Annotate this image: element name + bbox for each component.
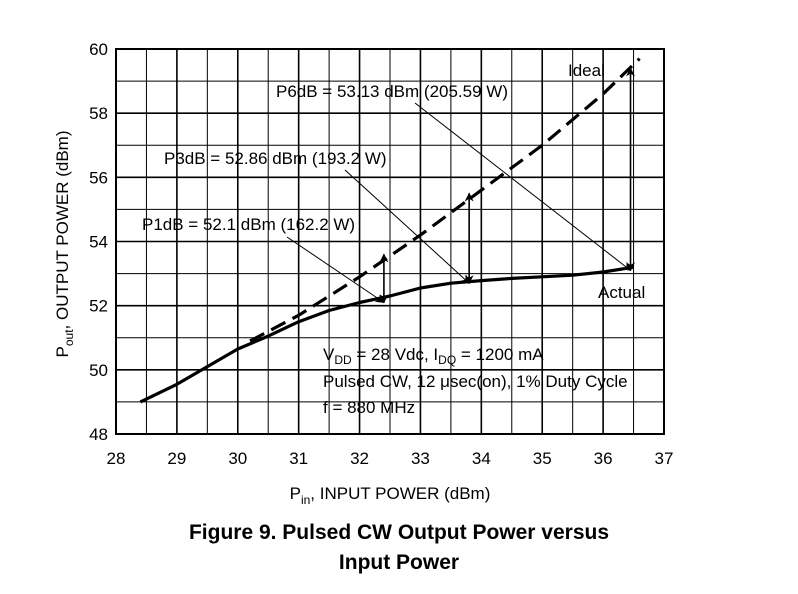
callout-leader-p6db — [414, 102, 632, 271]
y-tick-label: 52 — [89, 297, 108, 316]
y-tick-label: 48 — [89, 425, 108, 444]
x-tick-label: 36 — [594, 449, 613, 468]
callouts-group: P1dB = 52.1 dBm (162.2 W) P3dB = 52.86 dB… — [142, 82, 632, 303]
y-tick-label: 50 — [89, 361, 108, 380]
callout-label-p1db: P1dB = 52.1 dBm (162.2 W) — [142, 215, 355, 234]
conditions-line-1: VDD = 28 Vdc, IDQ = 1200 mA — [323, 345, 544, 367]
y-tick-label: 58 — [89, 104, 108, 123]
y-tick-label: 54 — [89, 233, 108, 252]
series-label-ideal: Ideal — [568, 61, 605, 80]
x-tick-label: 34 — [472, 449, 491, 468]
plot-area — [115, 48, 665, 435]
grid — [116, 49, 664, 434]
x-tick-label: 32 — [350, 449, 369, 468]
conditions-line-3: f = 880 MHz — [323, 398, 415, 417]
series-label-actual: Actual — [598, 283, 645, 302]
callout-leader-p1db — [286, 236, 385, 303]
y-tick-label: 60 — [89, 40, 108, 59]
callout-leader-p3db — [344, 169, 470, 284]
x-tick-label: 33 — [411, 449, 430, 468]
callout-label-p3db: P3dB = 52.86 dBm (193.2 W) — [164, 149, 387, 168]
x-tick-label: 29 — [167, 449, 186, 468]
series-group — [139, 57, 641, 404]
x-tick-label: 28 — [107, 449, 126, 468]
callout-label-p6db: P6dB = 53.13 dBm (205.59 W) — [276, 82, 508, 101]
figure-caption-line-2: Input Power — [338, 551, 460, 574]
x-axis-title: Pin, INPUT POWER (dBm) — [290, 484, 491, 507]
y-tick-label: 56 — [89, 168, 108, 187]
x-tick-label: 37 — [655, 449, 674, 468]
y-tick-labels: 48 50 52 54 56 58 60 — [89, 40, 108, 444]
series-line-ideal — [249, 57, 641, 343]
x-tick-label: 31 — [289, 449, 308, 468]
x-tick-labels: 28 29 30 31 32 33 34 35 36 37 — [107, 449, 674, 468]
figure-caption-line-1: Figure 9. Pulsed CW Output Power versus — [188, 521, 610, 544]
series-line-actual — [139, 265, 634, 404]
x-tick-label: 30 — [228, 449, 247, 468]
x-tick-label: 35 — [533, 449, 552, 468]
y-axis-title: Pout, OUTPUT POWER (dBm) — [53, 130, 76, 357]
conditions-line-2: Pulsed CW, 12 μsec(on), 1% Duty Cycle — [323, 372, 628, 391]
